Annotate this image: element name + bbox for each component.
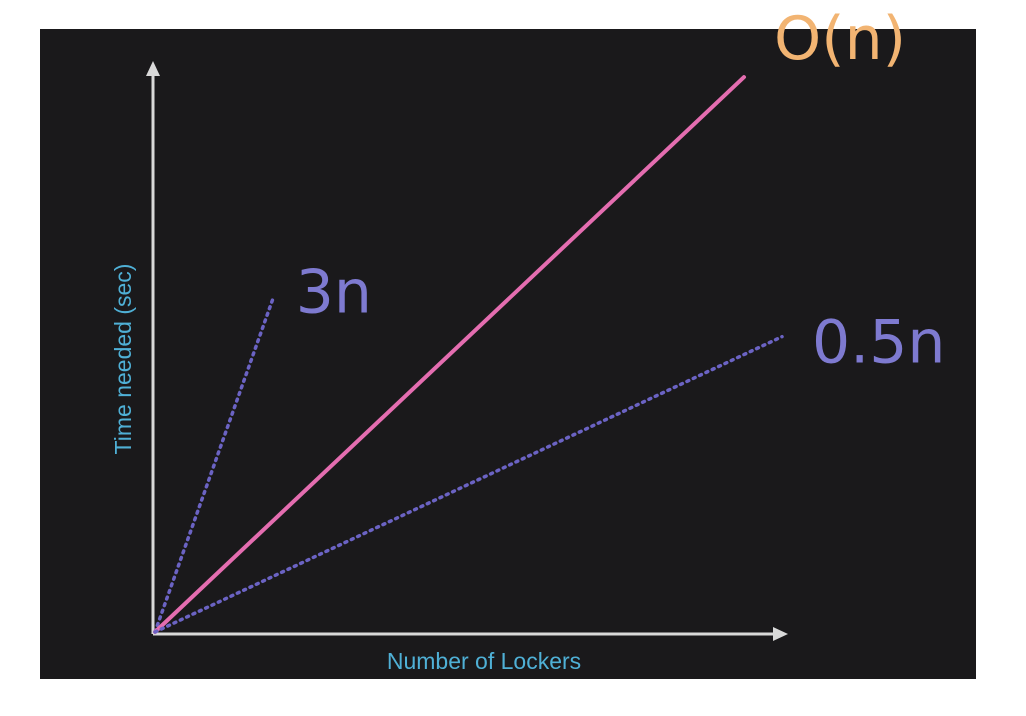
x-axis-arrow [773,627,788,641]
y-axis-label: Time needed (sec) [110,264,136,455]
chart-background [40,29,976,679]
series-layer: 3n O(n) 0.5n [153,4,945,634]
series-line-0-5n [153,334,784,634]
y-axis-arrow [146,61,160,76]
axes [146,61,788,641]
x-axis-label: Number of Lockers [387,648,581,674]
series-label-3n: 3n [296,257,372,327]
series-line-o-n [153,75,746,634]
series-label-o-n: O(n) [774,4,906,74]
series-line-3n [153,294,276,634]
series-label-0-5n: 0.5n [812,308,945,378]
